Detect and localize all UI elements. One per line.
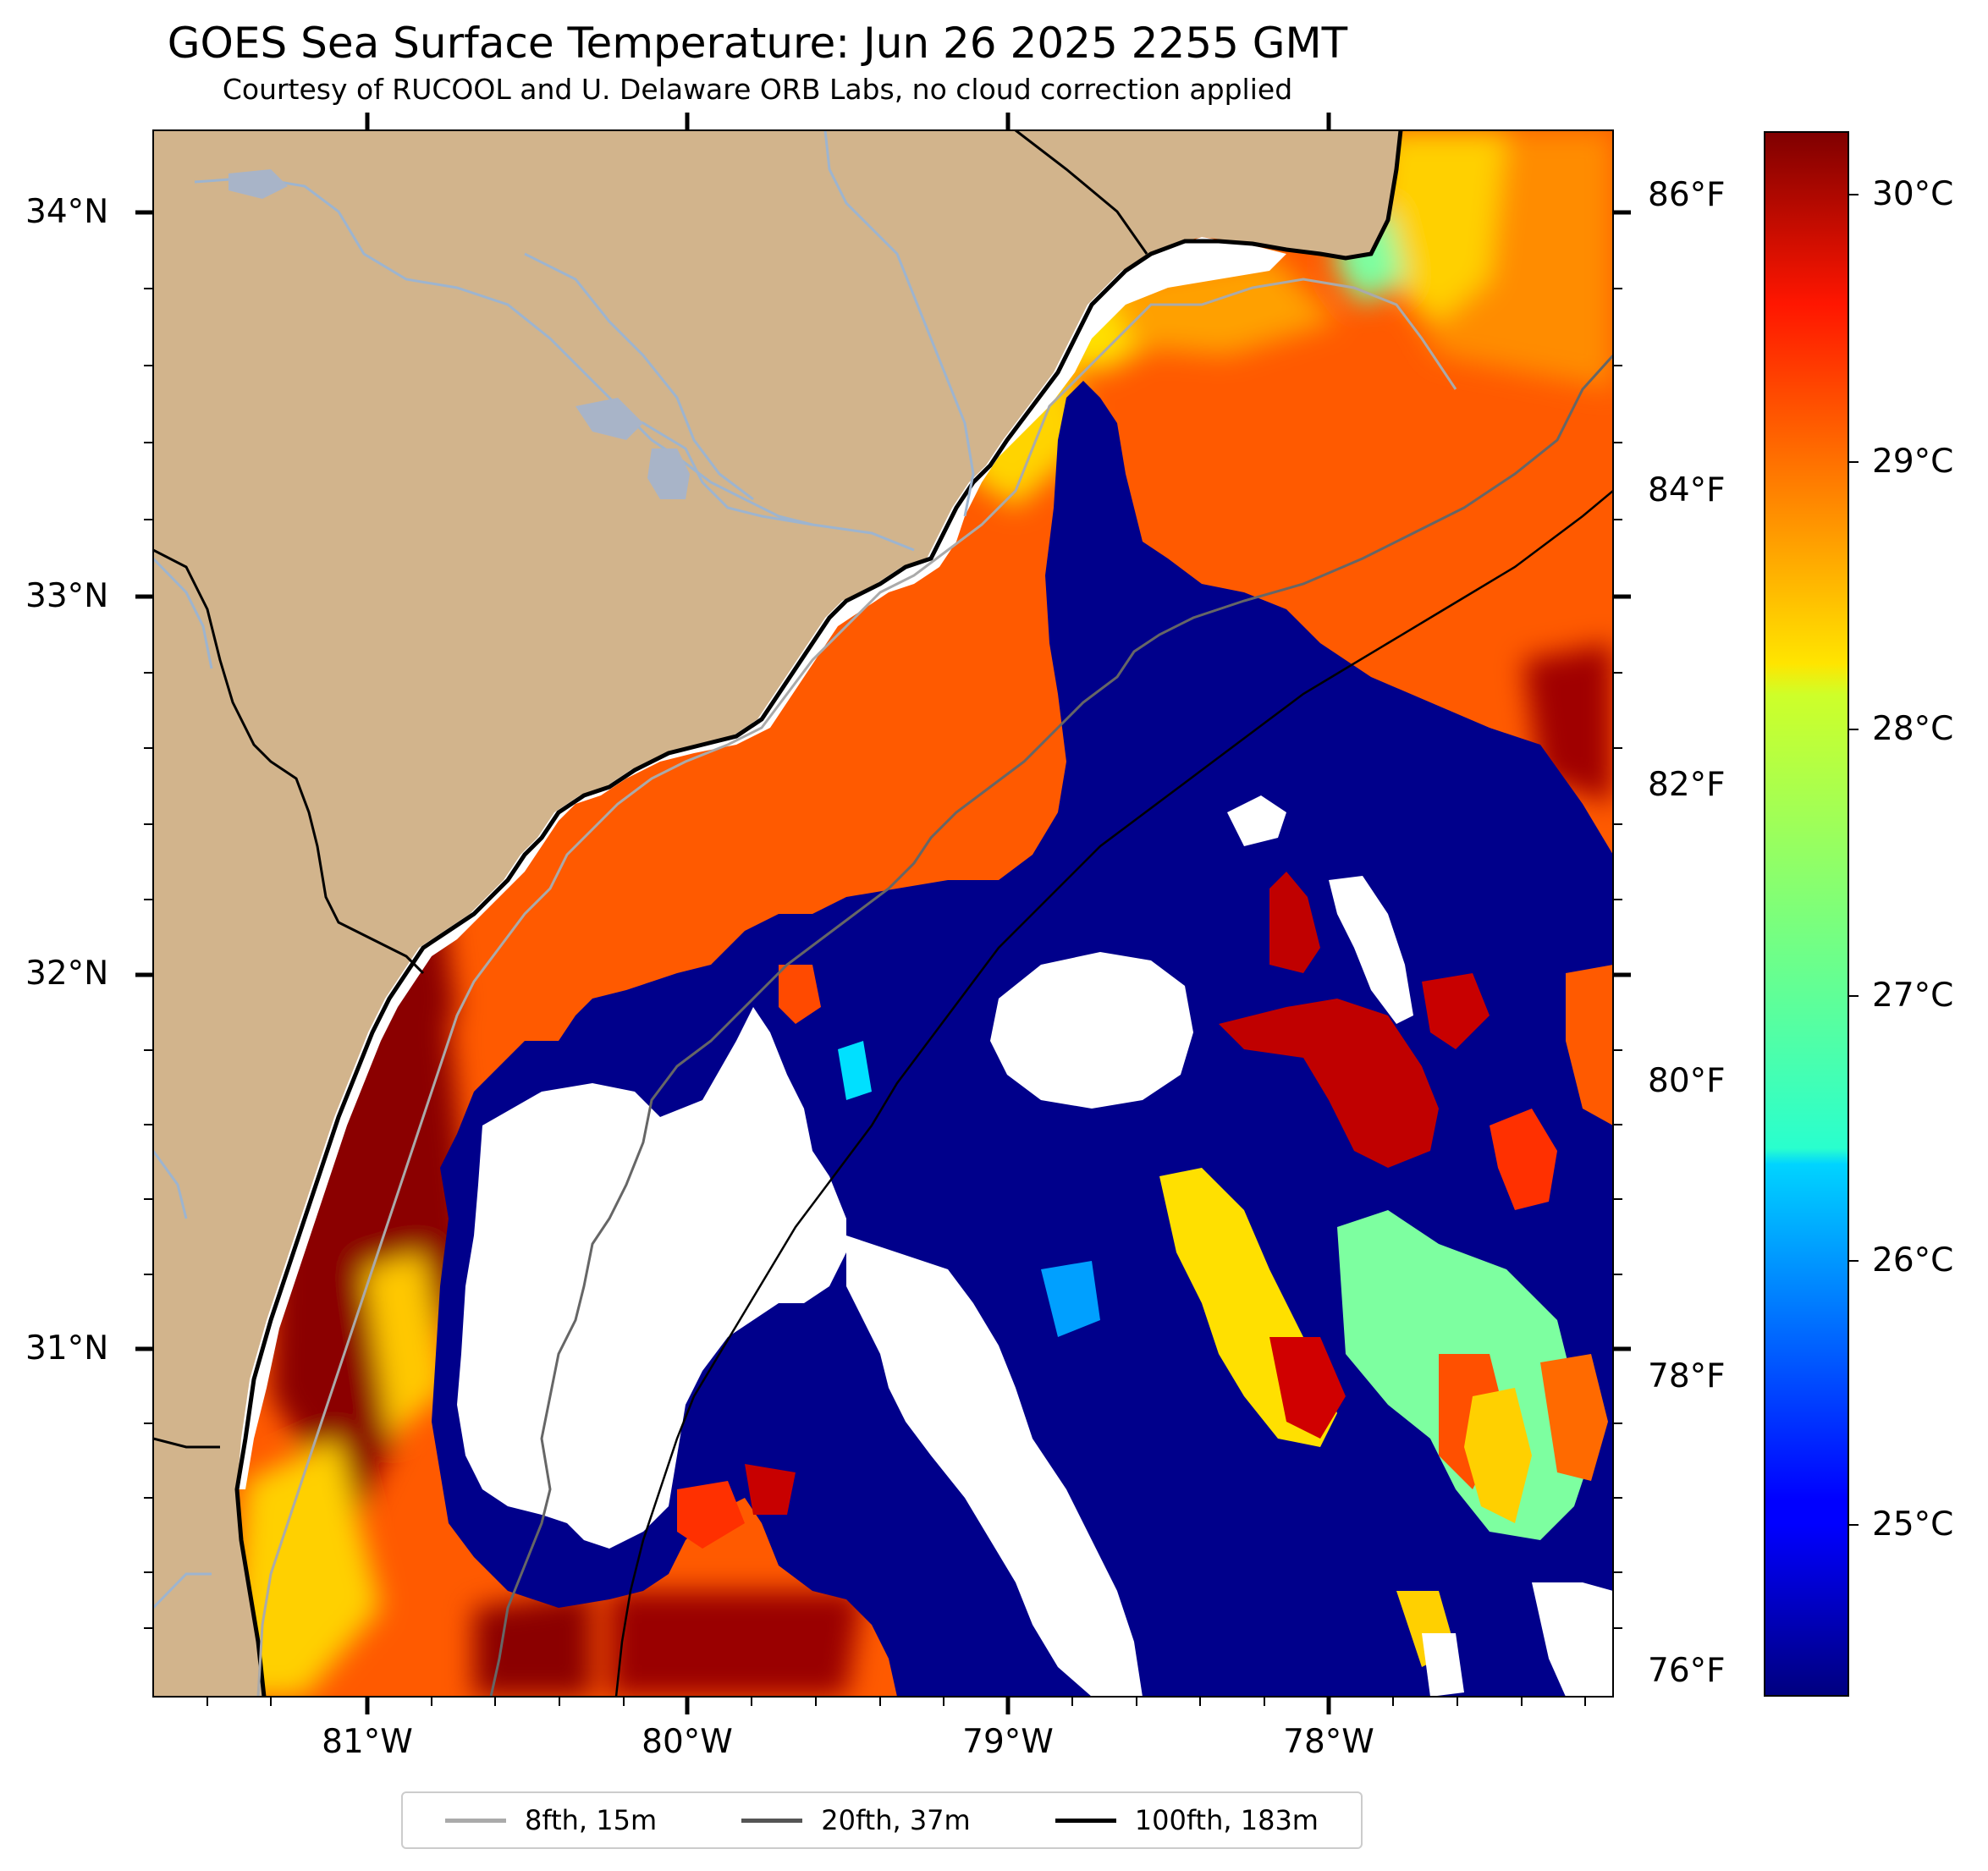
isobath-legend: 8fth, 15m 20fth, 37m 100fth, 183m xyxy=(401,1791,1363,1849)
colorbar-label-27: 27°C xyxy=(1872,977,1954,1015)
lat-label-32: 32°N xyxy=(25,955,109,993)
fahrenheit-label-84: 84°F xyxy=(1648,471,1726,509)
lat-label-34: 34°N xyxy=(25,193,109,231)
fahrenheit-label-80: 80°F xyxy=(1648,1062,1726,1100)
legend-swatch-20fth xyxy=(741,1818,803,1823)
isobath-100fth xyxy=(614,490,1613,1697)
legend-label-20fth: 20fth, 37m xyxy=(821,1804,971,1836)
colorbar xyxy=(1764,131,1849,1697)
warm-eddies xyxy=(677,872,1613,1667)
chart-subtitle: Courtesy of RUCOOL and U. Delaware ORB L… xyxy=(222,73,1293,106)
map-area xyxy=(153,130,1613,1697)
state-borders xyxy=(153,130,1148,1449)
isobath-8fth xyxy=(256,278,1457,1697)
colorbar-label-25: 25°C xyxy=(1872,1505,1954,1544)
isobath-20fth xyxy=(489,354,1613,1697)
fahrenheit-label-78: 78°F xyxy=(1648,1357,1726,1395)
colorbar-label-30: 30°C xyxy=(1872,175,1954,213)
legend-swatch-100fth xyxy=(1055,1818,1116,1823)
fahrenheit-label-86: 86°F xyxy=(1648,176,1726,214)
colorbar-label-26: 26°C xyxy=(1872,1241,1954,1279)
chart-title: GOES Sea Surface Temperature: Jun 26 202… xyxy=(167,19,1348,68)
lake xyxy=(647,448,690,499)
lake xyxy=(575,398,643,440)
axis-ticks xyxy=(135,113,1631,1714)
legend-item-20fth: 20fth, 37m xyxy=(741,1804,971,1836)
lon-label-79: 79°W xyxy=(962,1723,1054,1761)
map-frame xyxy=(152,129,1614,1698)
coastline xyxy=(234,130,1403,1697)
fahrenheit-label-76: 76°F xyxy=(1648,1652,1726,1690)
legend-label-100fth: 100fth, 183m xyxy=(1134,1804,1319,1836)
rivers xyxy=(153,130,975,1610)
fahrenheit-label-82: 82°F xyxy=(1648,766,1726,804)
colorbar-label-29: 29°C xyxy=(1872,443,1954,481)
minor-ticks xyxy=(144,288,1622,1706)
lon-label-80: 80°W xyxy=(642,1723,733,1761)
legend-item-8fth: 8fth, 15m xyxy=(445,1804,657,1836)
lat-label-31: 31°N xyxy=(25,1329,109,1367)
legend-label-8fth: 8fth, 15m xyxy=(525,1804,658,1836)
land xyxy=(153,130,1401,1697)
lat-label-33: 33°N xyxy=(25,577,109,615)
lon-label-78: 78°W xyxy=(1283,1723,1374,1761)
lon-label-81: 81°W xyxy=(322,1723,413,1761)
colorbar-ticks xyxy=(1848,194,1859,1526)
legend-swatch-8fth xyxy=(445,1818,507,1823)
legend-item-100fth: 100fth, 183m xyxy=(1055,1804,1319,1836)
lake xyxy=(229,169,288,199)
colorbar-label-28: 28°C xyxy=(1872,710,1954,748)
cloud-masks xyxy=(457,795,1613,1697)
